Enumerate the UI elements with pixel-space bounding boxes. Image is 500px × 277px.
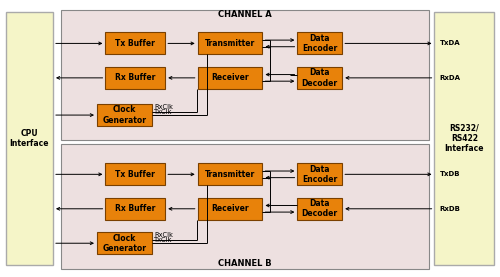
Bar [298,163,342,185]
Bar [298,67,342,89]
Text: RxClk: RxClk [154,104,173,110]
Bar [106,198,165,220]
Bar [106,67,165,89]
Bar [298,198,342,220]
Bar [198,32,262,55]
Text: Tx Buffer: Tx Buffer [116,39,156,48]
Bar [106,163,165,185]
Text: TxClk: TxClk [154,109,172,115]
Text: Data
Decoder: Data Decoder [302,68,338,88]
Text: Tx Buffer: Tx Buffer [116,170,156,179]
Text: TxDB: TxDB [440,171,460,177]
Text: RxDB: RxDB [440,206,460,212]
Text: Data
Decoder: Data Decoder [302,199,338,219]
Text: RxDA: RxDA [440,75,460,81]
Text: CHANNEL B: CHANNEL B [218,259,272,268]
Text: Receiver: Receiver [211,73,249,82]
Text: CHANNEL A: CHANNEL A [218,10,272,19]
Text: Data
Encoder: Data Encoder [302,165,338,184]
Bar [298,32,342,55]
Text: Rx Buffer: Rx Buffer [115,204,156,213]
Text: Receiver: Receiver [211,204,249,213]
Bar [198,163,262,185]
Text: Data
Encoder: Data Encoder [302,34,338,53]
Text: Clock
Generator: Clock Generator [102,105,146,125]
Text: CPU
Interface: CPU Interface [10,129,49,148]
Bar [434,12,494,265]
Text: Clock
Generator: Clock Generator [102,234,146,253]
Text: Rx Buffer: Rx Buffer [115,73,156,82]
Text: Transmitter: Transmitter [205,39,255,48]
Bar [106,32,165,55]
Bar [198,198,262,220]
Bar [60,10,430,140]
Bar [97,104,152,126]
Bar [97,232,152,254]
Text: TxDA: TxDA [440,40,460,47]
Bar [60,144,430,270]
Bar [6,12,53,265]
Text: Transmitter: Transmitter [205,170,255,179]
Text: TxClk: TxClk [154,237,172,243]
Bar [198,67,262,89]
Text: RS232/
RS422
Interface: RS232/ RS422 Interface [444,124,484,153]
Text: RxClk: RxClk [154,232,173,238]
